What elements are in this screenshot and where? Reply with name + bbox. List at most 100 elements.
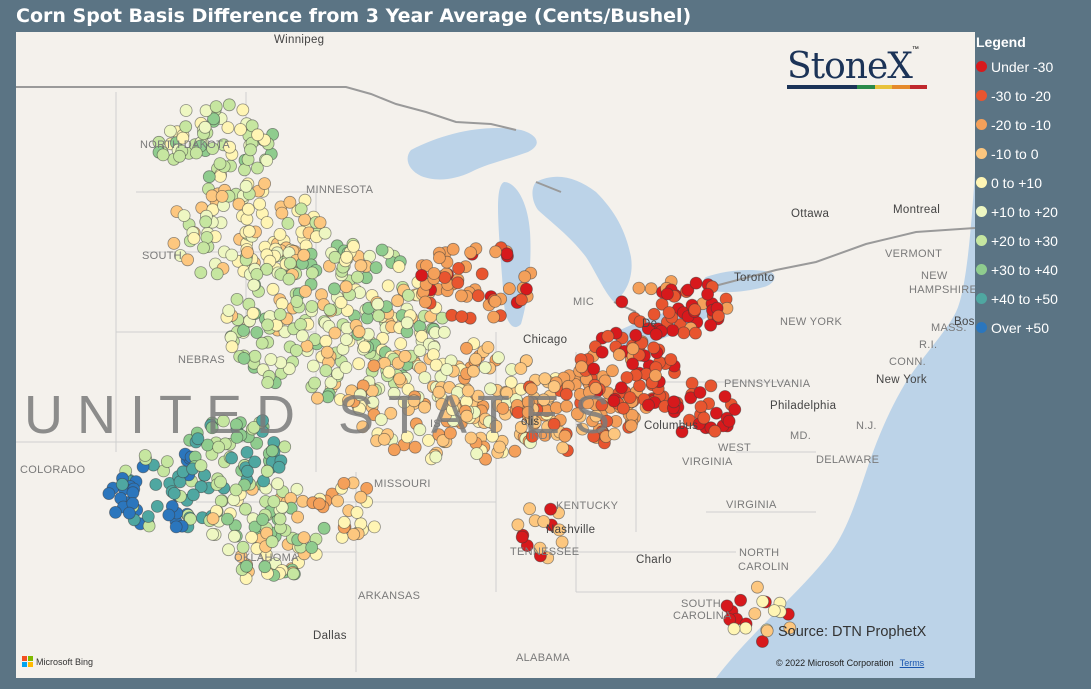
basis-point[interactable] <box>339 333 353 347</box>
basis-point[interactable] <box>282 362 296 376</box>
basis-point[interactable] <box>521 405 535 419</box>
basis-point[interactable] <box>247 278 261 292</box>
basis-point[interactable] <box>176 131 190 145</box>
basis-point[interactable] <box>601 329 615 343</box>
basis-point[interactable] <box>237 351 251 365</box>
basis-point[interactable] <box>324 376 338 390</box>
basis-point[interactable] <box>418 295 432 309</box>
basis-point[interactable] <box>595 345 609 359</box>
basis-point[interactable] <box>351 270 364 284</box>
basis-point[interactable] <box>261 376 275 389</box>
basis-point[interactable] <box>294 318 308 331</box>
basis-point[interactable] <box>415 329 429 343</box>
basis-point[interactable] <box>466 364 480 378</box>
basis-point[interactable] <box>398 349 412 363</box>
basis-point[interactable] <box>426 348 440 362</box>
legend-item[interactable]: Over +50 <box>976 313 1058 342</box>
basis-point[interactable] <box>739 621 753 635</box>
basis-point[interactable] <box>372 309 386 323</box>
basis-point[interactable] <box>319 334 333 348</box>
basis-point[interactable] <box>515 530 529 544</box>
basis-point[interactable] <box>502 282 516 296</box>
basis-point[interactable] <box>446 242 460 256</box>
basis-point[interactable] <box>308 376 322 390</box>
basis-point[interactable] <box>305 266 319 280</box>
basis-point[interactable] <box>337 476 351 490</box>
basis-point[interactable] <box>440 363 454 376</box>
basis-point[interactable] <box>260 464 274 478</box>
basis-point[interactable] <box>649 327 663 341</box>
legend-item[interactable]: +30 to +40 <box>976 255 1058 284</box>
basis-point[interactable] <box>320 345 334 359</box>
basis-point[interactable] <box>454 289 468 303</box>
legend-item[interactable]: Under -30 <box>976 52 1058 81</box>
basis-point[interactable] <box>728 403 742 416</box>
basis-point[interactable] <box>278 440 292 454</box>
basis-point[interactable] <box>250 326 264 339</box>
legend-item[interactable]: -30 to -20 <box>976 81 1058 110</box>
basis-point[interactable] <box>471 289 485 303</box>
basis-point[interactable] <box>222 304 236 318</box>
basis-point[interactable] <box>256 513 270 526</box>
basis-point[interactable] <box>247 420 261 434</box>
basis-point[interactable] <box>374 413 388 427</box>
basis-point[interactable] <box>281 216 295 230</box>
basis-point[interactable] <box>667 395 681 409</box>
basis-point[interactable] <box>295 329 309 343</box>
basis-point[interactable] <box>681 283 695 297</box>
basis-point[interactable] <box>286 567 300 581</box>
basis-point[interactable] <box>352 325 366 339</box>
basis-point[interactable] <box>318 226 332 240</box>
basis-point[interactable] <box>489 419 503 433</box>
basis-point[interactable] <box>511 518 525 532</box>
basis-point[interactable] <box>289 344 303 357</box>
basis-point[interactable] <box>375 243 389 257</box>
basis-point[interactable] <box>701 287 714 301</box>
basis-point[interactable] <box>250 161 264 175</box>
basis-point[interactable] <box>525 429 539 443</box>
basis-point[interactable] <box>734 593 747 607</box>
basis-point[interactable] <box>126 486 140 500</box>
basis-point[interactable] <box>408 440 422 454</box>
basis-point[interactable] <box>206 512 220 526</box>
basis-point[interactable] <box>387 443 401 457</box>
basis-point[interactable] <box>347 239 360 253</box>
basis-point[interactable] <box>633 379 646 393</box>
basis-point[interactable] <box>720 599 734 613</box>
basis-point[interactable] <box>253 197 267 211</box>
basis-point[interactable] <box>290 482 304 496</box>
basis-point[interactable] <box>632 281 646 295</box>
basis-point[interactable] <box>675 425 689 439</box>
basis-point[interactable] <box>305 300 319 313</box>
basis-point[interactable] <box>587 429 600 443</box>
basis-point[interactable] <box>191 432 205 446</box>
basis-point[interactable] <box>261 318 275 332</box>
basis-point[interactable] <box>751 580 764 594</box>
basis-point[interactable] <box>722 414 736 428</box>
basis-point[interactable] <box>209 100 223 113</box>
basis-point[interactable] <box>227 529 241 543</box>
legend-item[interactable]: 0 to +10 <box>976 168 1058 197</box>
basis-point[interactable] <box>537 515 551 528</box>
basis-point[interactable] <box>560 387 573 401</box>
basis-point[interactable] <box>294 202 308 216</box>
basis-point[interactable] <box>156 148 170 162</box>
basis-point[interactable] <box>202 170 216 184</box>
basis-point[interactable] <box>649 369 662 383</box>
basis-point[interactable] <box>258 560 272 574</box>
terms-link[interactable]: Terms <box>899 658 925 668</box>
basis-point[interactable] <box>400 316 414 330</box>
basis-point[interactable] <box>275 206 289 220</box>
basis-point[interactable] <box>177 209 191 223</box>
basis-point[interactable] <box>392 260 406 274</box>
basis-point[interactable] <box>241 245 254 259</box>
basis-point[interactable] <box>323 303 337 317</box>
basis-point[interactable] <box>677 326 691 340</box>
basis-point[interactable] <box>271 477 285 491</box>
basis-point[interactable] <box>273 307 287 321</box>
basis-point[interactable] <box>712 309 725 323</box>
basis-point[interactable] <box>222 543 235 557</box>
basis-point[interactable] <box>222 98 236 112</box>
basis-point[interactable] <box>275 297 289 311</box>
basis-point[interactable] <box>544 502 557 516</box>
